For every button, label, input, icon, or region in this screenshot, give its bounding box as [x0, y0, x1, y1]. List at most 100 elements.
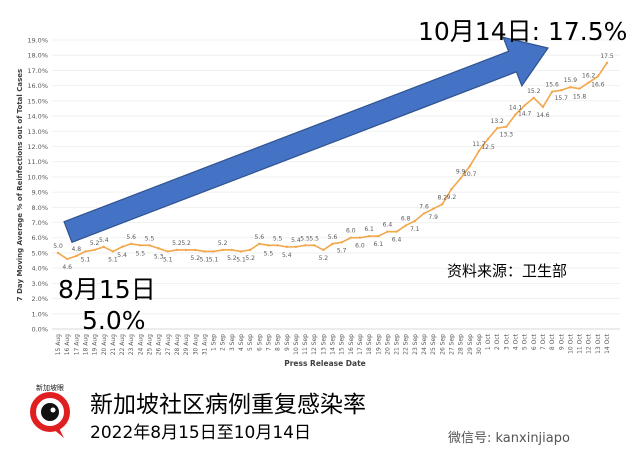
data-point — [486, 137, 490, 141]
data-label: 5.3 — [154, 253, 164, 260]
data-point — [75, 254, 78, 258]
source-note: 资料来源：卫生部 — [447, 262, 568, 280]
data-point — [413, 219, 417, 223]
data-label: 6.4 — [392, 237, 402, 244]
data-point — [258, 242, 261, 246]
x-tick-label: 5 Oct — [522, 333, 529, 350]
data-label: 5.6 — [255, 234, 265, 241]
data-point — [578, 87, 581, 90]
data-label: 5.2 — [190, 255, 200, 262]
data-point — [587, 81, 590, 84]
data-label: 16.2 — [582, 73, 596, 80]
x-tick-label: 22 Sep — [403, 334, 410, 355]
data-label: 7.9 — [428, 214, 438, 221]
y-tick-label: 18.0% — [27, 52, 48, 60]
x-tick-label: 30 Sep — [476, 334, 483, 355]
data-label: 5.2 — [227, 255, 237, 262]
data-label: 15.8 — [573, 94, 587, 101]
data-label: 5.1 — [236, 256, 246, 263]
data-label: 6.0 — [346, 228, 356, 235]
data-point — [322, 248, 325, 252]
y-tick-label: 10.0% — [27, 173, 48, 181]
data-label: 11.7 — [472, 141, 486, 148]
y-tick-label: 3.0% — [31, 280, 48, 288]
x-tick-label: 16 Aug — [64, 334, 71, 355]
start-date-annotation: 8月15日 — [58, 275, 156, 304]
data-point — [496, 127, 499, 130]
x-tick-label: 1 Oct — [485, 333, 492, 350]
data-label: 5.6 — [328, 234, 338, 241]
data-label: 16.6 — [591, 82, 605, 89]
data-point — [230, 248, 234, 252]
x-tick-label: 12 Sep — [311, 334, 318, 355]
x-tick-label: 13 Oct — [595, 333, 602, 354]
data-point — [596, 75, 600, 78]
data-label: 13.2 — [491, 118, 505, 125]
data-label: 5.7 — [337, 247, 347, 254]
data-point — [331, 242, 334, 246]
data-label: 5.2 — [172, 240, 182, 247]
x-tick-label: 13 Sep — [320, 334, 327, 355]
data-label: 5.2 — [181, 240, 191, 247]
y-tick-label: 14.0% — [27, 113, 48, 121]
data-label: 15.9 — [564, 77, 578, 84]
x-tick-label: 3 Sep — [229, 334, 236, 351]
data-point — [422, 212, 426, 215]
data-point — [505, 125, 508, 128]
x-tick-label: 7 Sep — [265, 334, 272, 351]
data-point — [203, 250, 206, 253]
data-point — [377, 235, 380, 238]
data-point — [358, 236, 362, 239]
data-point — [541, 105, 545, 109]
x-tick-label: 19 Aug — [92, 334, 99, 355]
data-label: 5.5 — [264, 250, 274, 257]
x-tick-label: 18 Aug — [82, 334, 89, 355]
x-tick-label: 20 Sep — [384, 334, 391, 355]
x-tick-label: 3 Oct — [503, 333, 510, 350]
x-tick-label: 26 Aug — [156, 334, 163, 355]
data-point — [65, 257, 69, 261]
logo: 新加坡眼 — [30, 383, 70, 438]
data-point — [248, 248, 252, 252]
y-tick-label: 6.0% — [31, 234, 48, 242]
data-label: 5.5 — [273, 235, 283, 242]
data-label: 5.5 — [300, 235, 310, 242]
x-tick-label: 5 Sep — [247, 334, 254, 351]
x-tick-label: 11 Sep — [302, 334, 309, 355]
data-point — [514, 113, 517, 116]
x-tick-label: 17 Sep — [357, 334, 364, 355]
y-tick-label: 0.0% — [31, 326, 48, 334]
x-tick-label: 15 Aug — [55, 334, 62, 355]
footer-title: 新加坡社区病例重复感染率 — [90, 392, 366, 418]
y-tick-label: 16.0% — [27, 82, 48, 90]
data-label: 6.8 — [401, 216, 411, 223]
data-point — [84, 250, 87, 253]
x-tick-label: 21 Sep — [394, 334, 401, 355]
data-label: 5.1 — [200, 256, 210, 263]
x-tick-label: 20 Aug — [101, 334, 108, 355]
y-tick-label: 4.0% — [31, 265, 48, 273]
x-tick-label: 14 Sep — [330, 334, 337, 355]
data-point — [303, 244, 307, 247]
x-tick-label: 9 Oct — [558, 333, 565, 350]
data-point — [184, 248, 188, 252]
data-label: 12.5 — [481, 144, 495, 151]
headline-annotation: 10月14日: 17.5% — [418, 17, 628, 46]
data-label: 5.5 — [136, 250, 146, 257]
data-point — [276, 244, 279, 247]
data-label: 6.0 — [355, 243, 365, 250]
y-tick-label: 8.0% — [31, 204, 48, 212]
y-tick-label: 19.0% — [27, 37, 48, 45]
y-tick-label: 12.0% — [27, 143, 48, 151]
data-label: 15.6 — [545, 82, 559, 89]
y-tick-label: 5.0% — [31, 249, 48, 257]
data-point — [340, 241, 343, 244]
data-point — [550, 90, 554, 93]
x-tick-label: 14 Oct — [604, 333, 611, 354]
data-point — [441, 203, 444, 206]
data-point — [139, 244, 142, 247]
data-point — [569, 85, 572, 89]
data-label: 8.2 — [438, 194, 448, 201]
data-point — [267, 244, 270, 247]
x-tick-label: 6 Sep — [256, 334, 263, 351]
